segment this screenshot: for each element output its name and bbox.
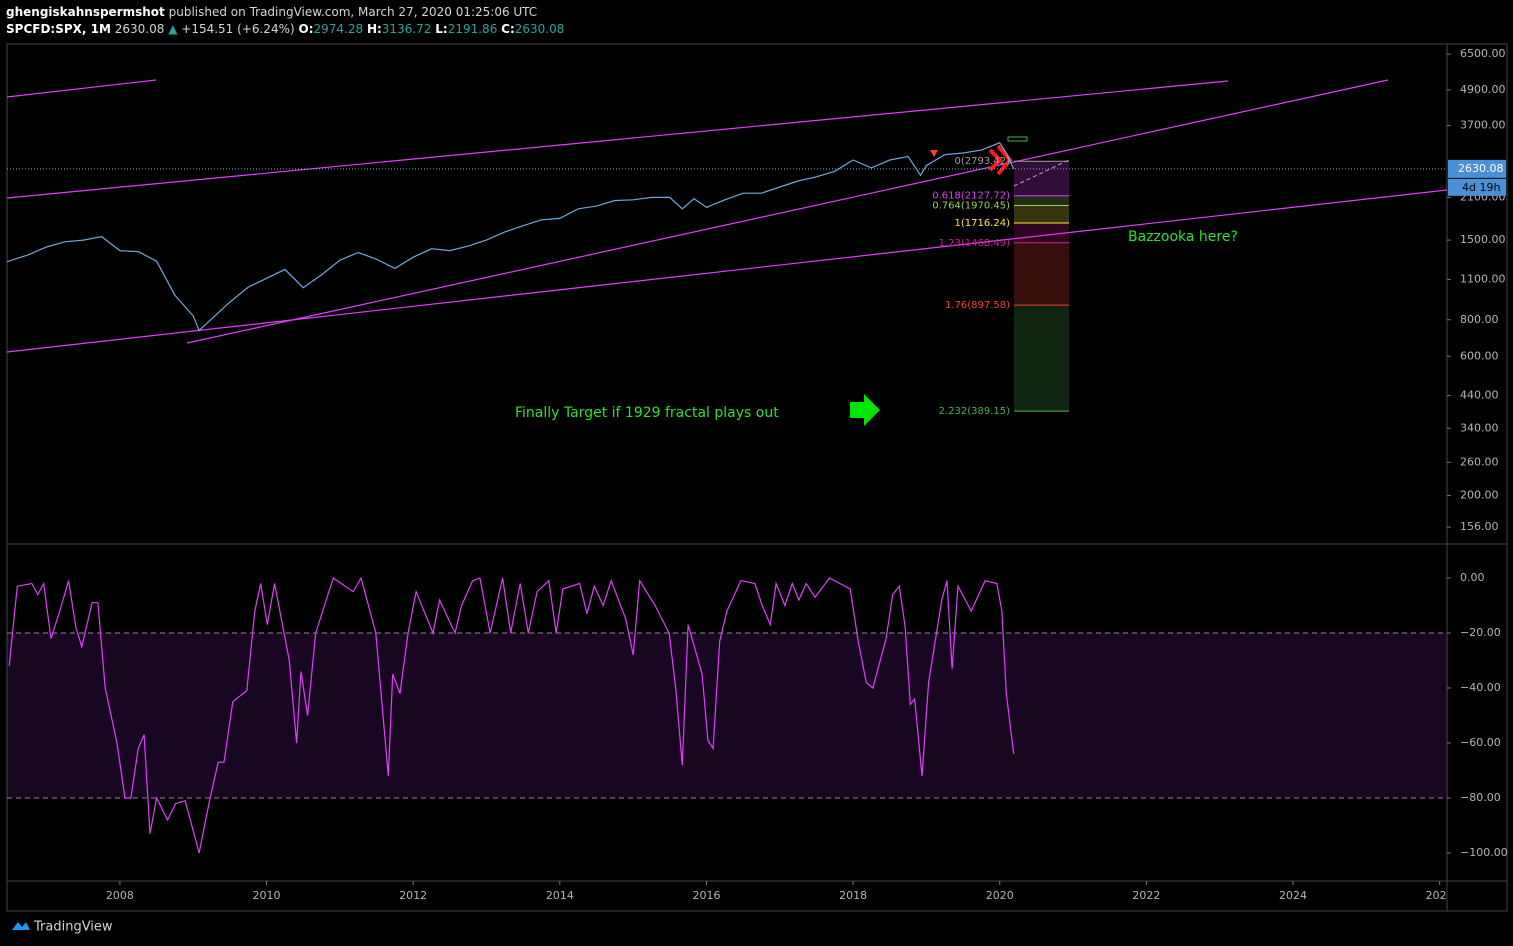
fib-zone <box>1014 161 1069 196</box>
fib-label: 2.232(389.15) <box>939 406 1011 417</box>
y-tick-label: 156.00 <box>1460 520 1499 533</box>
green-arrow <box>850 394 880 426</box>
fib-label: 0.618(2127.72) <box>932 191 1010 202</box>
marker <box>930 150 938 157</box>
series-line <box>8 576 1015 854</box>
x-tick-label: 2018 <box>839 889 867 902</box>
marker-box <box>1007 136 1028 142</box>
close: 2630.08 <box>114 22 165 36</box>
trend-line <box>186 79 1389 344</box>
y-tick-label: 800.00 <box>1460 313 1499 326</box>
symbol: SPCFD:SPX, 1M <box>6 22 111 36</box>
y-tick-label: −20.00 <box>1460 626 1501 639</box>
header: ghengiskahnspermshot published on Tradin… <box>6 4 564 38</box>
change: +154.51 (+6.24%) <box>181 22 295 36</box>
y-tick-label: 440.00 <box>1460 389 1499 402</box>
ohlc-label: H: <box>366 22 382 36</box>
y-tick-label: −40.00 <box>1460 681 1501 694</box>
trend-line <box>7 189 1447 353</box>
x-tick-label: 2010 <box>253 889 281 902</box>
x-tick-label: 2014 <box>546 889 574 902</box>
frame <box>6 43 1508 912</box>
logo <box>12 922 30 930</box>
x-tick-label: 2008 <box>106 889 134 902</box>
y-tick-label: 200.00 <box>1460 489 1499 502</box>
fib-label: 1.23(1468.49) <box>939 238 1011 249</box>
brand: TradingView <box>33 920 113 935</box>
countdown: 4d 19h <box>1462 181 1500 194</box>
fib-zone <box>1014 195 1069 206</box>
y-tick-label: 1100.00 <box>1460 272 1506 285</box>
x-tick-label: 2016 <box>692 889 720 902</box>
y-tick-label: 0.00 <box>1460 571 1485 584</box>
annotation: Bazzooka here? <box>1128 229 1238 245</box>
projection <box>1013 159 1070 187</box>
last-price-label: 2630.08 <box>1458 162 1504 175</box>
y-tick-label: 600.00 <box>1460 349 1499 362</box>
ohlc-label: L: <box>435 22 448 36</box>
published: published on TradingView.com, March 27, … <box>168 5 538 19</box>
fib-zone <box>1014 222 1069 243</box>
fib-label: 0.764(1970.45) <box>932 200 1010 211</box>
main-pane: 0(2793.42) 0.618(2127.72)0.764(1970.45) 1(… <box>7 79 1447 426</box>
series-line <box>7 142 1015 332</box>
y-tick-label: 340.00 <box>1460 421 1499 434</box>
fib-zone <box>1014 205 1069 223</box>
annotation: Finally Target if 1929 fractal plays out <box>515 405 779 421</box>
y-tick-label: −60.00 <box>1460 736 1501 749</box>
ohlc-value: 2630.08 <box>514 22 565 36</box>
indicator-pane <box>7 576 1447 854</box>
author: ghengiskahnspermshot <box>6 5 165 19</box>
fib-label: 1(1716.24) <box>954 218 1010 229</box>
ohlc-label: C: <box>501 22 515 36</box>
ohlc-value: 2974.28 <box>313 22 364 36</box>
band-fill <box>7 632 1447 798</box>
last-price-box <box>1448 159 1506 178</box>
trend-line <box>7 80 1229 199</box>
ohlc-value: 3136.72 <box>381 22 432 36</box>
time-axis: 2008 2010 2012 2014 2016 2018 2020 2022 2024 2026 <box>106 881 1454 902</box>
y-tick-label: 1500.00 <box>1460 233 1506 246</box>
x-tick-label: 2024 <box>1279 889 1307 902</box>
y-tick-label: 3700.00 <box>1460 119 1506 132</box>
x-tick-label: 2020 <box>986 889 1014 902</box>
trend-line <box>7 79 157 98</box>
arrow: ▲ <box>168 22 178 36</box>
x-tick-label: 2012 <box>399 889 427 902</box>
y-tick-label: 4900.00 <box>1460 83 1506 96</box>
header-line-1: ghengiskahnspermshot published on Tradin… <box>6 4 564 21</box>
y-tick-label: −100.00 <box>1460 846 1508 859</box>
y-tick-label: 260.00 <box>1460 455 1499 468</box>
fib-label: 1.76(897.58) <box>945 300 1010 311</box>
ohlc-label: O: <box>298 22 314 36</box>
y-tick-label: −80.00 <box>1460 791 1501 804</box>
x-tick-label: 2022 <box>1132 889 1160 902</box>
header-line-2: SPCFD:SPX, 1M 2630.08 ▲ +154.51 (+6.24%)… <box>6 21 564 38</box>
fib-label: 0(2793.42) <box>954 156 1010 167</box>
ohlc-value: 2191.86 <box>447 22 498 36</box>
x-tick-label: 2026 <box>1426 889 1454 902</box>
fib-zone <box>1014 242 1069 306</box>
y-tick-label: 6500.00 <box>1460 47 1506 60</box>
countdown-box <box>1448 178 1506 196</box>
fib-zone <box>1014 305 1069 412</box>
